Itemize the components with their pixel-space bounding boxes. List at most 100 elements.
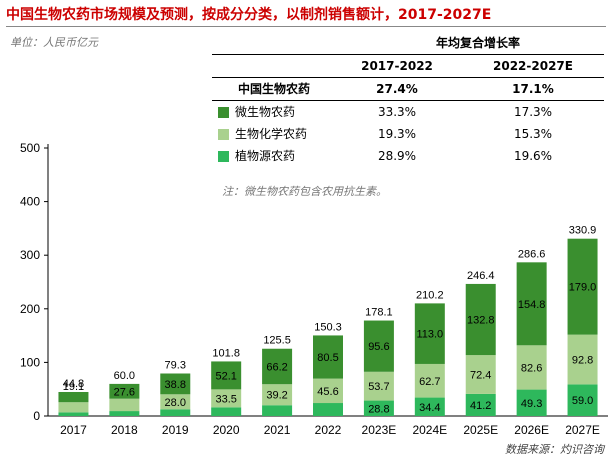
data-label: 95.6 bbox=[368, 341, 389, 353]
y-tick-label: 100 bbox=[20, 355, 40, 369]
bar-segment bbox=[516, 345, 547, 390]
data-label: 132.8 bbox=[467, 315, 495, 327]
legend-swatch-biochemical bbox=[218, 128, 229, 140]
bar-segment bbox=[363, 371, 394, 401]
x-tick-label: 2022 bbox=[315, 423, 342, 437]
source-label: 数据来源：灼识咨询 bbox=[505, 443, 604, 456]
legend-swatch-microbial bbox=[218, 106, 229, 118]
total-label: 44.8 bbox=[63, 378, 84, 390]
bar-segment bbox=[465, 393, 496, 416]
cagr-row-total: 中国生物农药 27.4% 17.1% bbox=[212, 78, 604, 101]
cagr-period-2: 2022-2027E bbox=[493, 59, 573, 73]
data-label: 33.5 bbox=[215, 393, 236, 405]
x-tick-label: 2019 bbox=[162, 423, 189, 437]
x-tick-label: 2026E bbox=[514, 423, 549, 437]
data-label: 62.7 bbox=[419, 376, 440, 388]
chart-title: 中国生物农药市场规模及预测，按成分分类，以制剂销售额计，2017-2027E bbox=[6, 7, 492, 23]
data-label: 34.4 bbox=[419, 402, 440, 414]
data-label: 38.8 bbox=[165, 379, 186, 391]
data-label: 179.0 bbox=[569, 282, 597, 294]
total-label: 101.8 bbox=[212, 347, 240, 359]
cagr-table-title: 年均复合增长率 bbox=[212, 32, 604, 55]
bar-segment bbox=[363, 320, 394, 372]
data-label: 59.0 bbox=[572, 395, 593, 407]
cagr-row-name: 中国生物农药 bbox=[238, 82, 311, 96]
x-tick-label: 2021 bbox=[264, 423, 291, 437]
data-label: 113.0 bbox=[416, 329, 443, 341]
x-tick-label: 2025E bbox=[463, 423, 498, 437]
cagr-row-microbial: 微生物农药 33.3% 17.3% bbox=[212, 101, 604, 123]
bar-segment bbox=[211, 407, 242, 416]
cagr-row-v2: 17.3% bbox=[513, 105, 553, 119]
bar-segment bbox=[262, 405, 293, 416]
cagr-row-name: 微生物农药 bbox=[235, 105, 296, 119]
bar-segment bbox=[567, 238, 598, 335]
cagr-row-name: 生物化学农药 bbox=[235, 127, 308, 141]
bar-segment bbox=[160, 409, 191, 416]
total-label: 246.4 bbox=[467, 270, 495, 282]
x-tick-label: 2024E bbox=[412, 423, 447, 437]
cagr-row-v1: 33.3% bbox=[377, 105, 417, 119]
bar-segment bbox=[313, 335, 343, 379]
total-label: 150.3 bbox=[314, 321, 342, 333]
bar-segment bbox=[109, 398, 140, 412]
bar-segment bbox=[516, 389, 547, 416]
data-label: 27.6 bbox=[114, 386, 135, 398]
cagr-row-v1: 28.9% bbox=[377, 149, 417, 163]
data-label: 41.2 bbox=[470, 400, 491, 412]
cagr-table-header: 2017-2022 2022-2027E bbox=[212, 55, 604, 78]
total-label: 125.5 bbox=[263, 335, 291, 347]
cagr-row-botanical: 植物源农药 28.9% 19.6% bbox=[212, 145, 604, 167]
bar-segment bbox=[313, 403, 343, 416]
legend-swatch-botanical bbox=[218, 150, 229, 162]
bar-segment bbox=[160, 373, 191, 395]
x-tick-label: 2018 bbox=[111, 423, 138, 437]
data-label: 92.8 bbox=[572, 355, 593, 367]
bar-segment bbox=[313, 378, 343, 404]
x-tick-label: 2017 bbox=[60, 423, 87, 437]
cagr-row-label: 微生物农药 bbox=[212, 101, 332, 123]
data-label: 28.0 bbox=[165, 397, 186, 409]
bar-segment bbox=[58, 402, 89, 413]
total-label: 286.6 bbox=[518, 248, 546, 260]
data-label: 154.8 bbox=[518, 299, 546, 311]
y-tick-label: 500 bbox=[20, 141, 40, 155]
bar-segment bbox=[58, 412, 89, 416]
bar-segment bbox=[109, 411, 140, 416]
data-label: 28.8 bbox=[368, 403, 389, 415]
data-label: 82.6 bbox=[521, 362, 542, 374]
total-label: 178.1 bbox=[365, 307, 393, 319]
y-tick-label: 400 bbox=[20, 195, 40, 209]
bar-segment bbox=[58, 391, 89, 403]
total-label: 79.3 bbox=[165, 359, 186, 371]
data-label: 45.6 bbox=[317, 386, 338, 398]
data-label: 72.4 bbox=[470, 370, 491, 382]
x-tick-label: 2020 bbox=[213, 423, 240, 437]
bar-segment bbox=[567, 334, 598, 385]
bar-segment bbox=[465, 355, 496, 394]
y-tick-label: 200 bbox=[20, 302, 40, 316]
bar-segment bbox=[363, 400, 394, 416]
bar-segment bbox=[414, 363, 445, 398]
cagr-row-v1: 19.3% bbox=[377, 127, 417, 141]
data-label: 66.2 bbox=[266, 361, 287, 373]
cagr-row-label: 生物化学农药 bbox=[212, 123, 332, 145]
bar-segment bbox=[211, 389, 242, 408]
total-label: 60.0 bbox=[114, 370, 135, 382]
x-tick-label: 2027E bbox=[565, 423, 600, 437]
title-divider bbox=[6, 26, 606, 27]
cagr-row-v2: 15.3% bbox=[513, 127, 553, 141]
bar-segment bbox=[109, 383, 140, 399]
data-label: 39.2 bbox=[266, 390, 287, 402]
bar-segment bbox=[567, 384, 598, 416]
x-tick-label: 2023E bbox=[362, 423, 397, 437]
total-label: 210.2 bbox=[416, 289, 444, 301]
cagr-row-v2: 19.6% bbox=[513, 149, 553, 163]
cagr-period-1: 2017-2022 bbox=[361, 59, 433, 73]
bar-segment bbox=[465, 283, 496, 356]
cagr-row-v2: 17.1% bbox=[512, 82, 554, 96]
bar-segment bbox=[211, 361, 242, 390]
bar-segment bbox=[262, 384, 293, 406]
bar-segment bbox=[262, 348, 293, 385]
